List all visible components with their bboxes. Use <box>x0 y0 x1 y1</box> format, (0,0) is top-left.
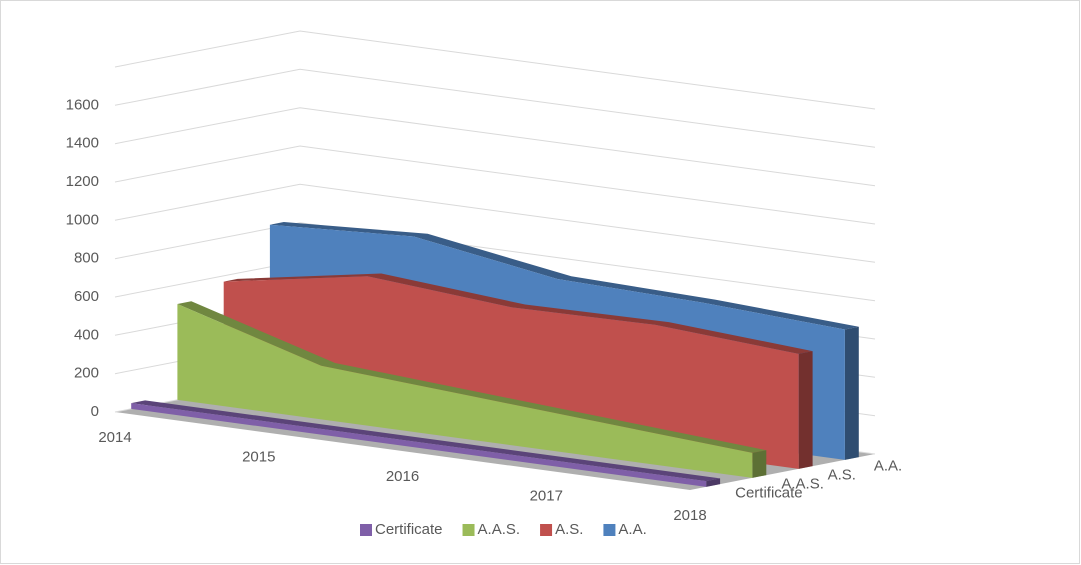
x-tick-label: 2017 <box>530 487 563 504</box>
area <box>177 304 753 478</box>
grid-line <box>114 183 876 263</box>
area-side <box>706 478 721 487</box>
x-tick-label: 2016 <box>386 468 419 485</box>
grid-line <box>114 145 876 225</box>
area-top <box>269 222 859 330</box>
y-tick-label: 800 <box>74 250 99 267</box>
legend-label: Certificate <box>375 521 443 538</box>
legend-swatch <box>360 524 372 536</box>
y-tick-label: 1600 <box>66 96 99 113</box>
area-side <box>798 351 813 469</box>
grid-line <box>114 107 876 187</box>
legend-swatch <box>462 524 475 536</box>
y-tick-label: 1200 <box>66 173 99 190</box>
legend-swatch <box>540 524 553 536</box>
grid-line <box>114 222 876 302</box>
legend-label: A.A. <box>618 521 646 538</box>
legend-label: A.A.S. <box>478 521 521 538</box>
area-top <box>131 400 721 482</box>
wall-top-edge <box>114 30 876 110</box>
x-tick-label: 2018 <box>673 507 706 524</box>
area <box>131 403 707 487</box>
x-tick-label: 2015 <box>242 448 275 465</box>
legend-label: A.S. <box>555 521 583 538</box>
area-side <box>844 326 859 460</box>
y-tick-label: 400 <box>74 326 99 343</box>
series-axis-label: A.A.S. <box>781 475 824 492</box>
y-tick-label: 1000 <box>66 211 99 228</box>
series-axis-label: A.S. <box>828 466 856 483</box>
grid-line <box>114 68 876 148</box>
y-tick-label: 1400 <box>66 135 99 152</box>
legend-swatch <box>603 524 616 536</box>
area-side <box>752 450 767 478</box>
y-tick-label: 600 <box>74 288 99 305</box>
y-tick-label: 0 <box>91 403 99 420</box>
y-tick-label: 200 <box>74 365 99 382</box>
area <box>223 276 799 469</box>
series-axis-label: A.A. <box>874 457 902 474</box>
series-axis-label: Certificate <box>735 484 803 501</box>
x-tick-label: 2014 <box>98 429 131 446</box>
